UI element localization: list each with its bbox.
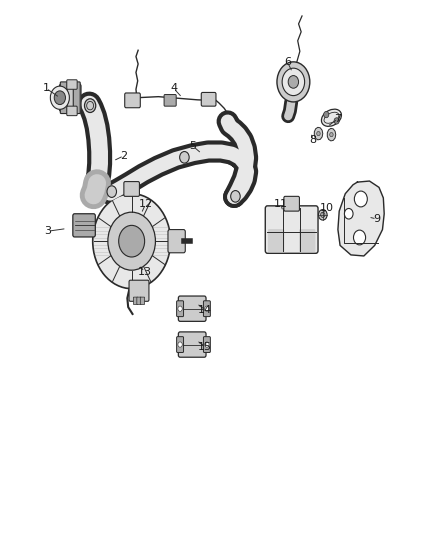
- Text: 15: 15: [198, 342, 212, 352]
- Text: 5: 5: [190, 141, 197, 151]
- FancyBboxPatch shape: [129, 280, 149, 301]
- Circle shape: [344, 208, 353, 219]
- FancyBboxPatch shape: [203, 301, 210, 317]
- FancyBboxPatch shape: [73, 82, 80, 114]
- Circle shape: [324, 111, 329, 118]
- FancyBboxPatch shape: [67, 80, 77, 90]
- FancyBboxPatch shape: [203, 337, 210, 352]
- FancyBboxPatch shape: [73, 214, 95, 237]
- Circle shape: [85, 99, 96, 112]
- Circle shape: [317, 132, 320, 136]
- FancyBboxPatch shape: [125, 93, 140, 108]
- Text: 9: 9: [373, 214, 381, 224]
- Circle shape: [353, 230, 366, 245]
- Text: 10: 10: [320, 204, 334, 214]
- Circle shape: [354, 191, 367, 207]
- FancyBboxPatch shape: [67, 106, 77, 116]
- Polygon shape: [327, 128, 336, 141]
- FancyBboxPatch shape: [60, 84, 81, 111]
- Text: 6: 6: [284, 57, 291, 67]
- Text: 1: 1: [42, 83, 49, 93]
- Circle shape: [50, 86, 69, 109]
- FancyBboxPatch shape: [265, 206, 318, 253]
- Circle shape: [282, 68, 304, 95]
- FancyBboxPatch shape: [137, 297, 141, 304]
- Text: 8: 8: [310, 135, 317, 145]
- FancyBboxPatch shape: [268, 229, 284, 252]
- Circle shape: [205, 306, 209, 311]
- Polygon shape: [338, 181, 384, 256]
- Circle shape: [180, 151, 189, 163]
- FancyBboxPatch shape: [164, 94, 176, 106]
- Text: 12: 12: [138, 199, 152, 209]
- Circle shape: [231, 191, 240, 202]
- FancyBboxPatch shape: [284, 196, 300, 211]
- FancyBboxPatch shape: [201, 92, 216, 106]
- Text: 2: 2: [120, 151, 127, 161]
- FancyBboxPatch shape: [299, 229, 315, 252]
- FancyBboxPatch shape: [178, 296, 206, 321]
- FancyBboxPatch shape: [124, 182, 139, 196]
- Text: 3: 3: [45, 226, 52, 236]
- FancyBboxPatch shape: [168, 230, 185, 253]
- Text: 13: 13: [138, 267, 152, 277]
- Circle shape: [318, 209, 327, 220]
- Circle shape: [277, 62, 310, 102]
- Circle shape: [119, 225, 145, 257]
- Circle shape: [205, 342, 209, 347]
- Text: 4: 4: [170, 83, 177, 93]
- Polygon shape: [314, 127, 323, 140]
- FancyBboxPatch shape: [177, 301, 184, 317]
- FancyBboxPatch shape: [60, 82, 67, 114]
- Text: 11: 11: [274, 199, 288, 209]
- Circle shape: [108, 212, 155, 270]
- Circle shape: [178, 306, 182, 311]
- FancyBboxPatch shape: [178, 332, 206, 357]
- Circle shape: [93, 193, 170, 289]
- Circle shape: [178, 342, 182, 347]
- FancyBboxPatch shape: [140, 297, 145, 304]
- FancyBboxPatch shape: [177, 337, 184, 352]
- Circle shape: [321, 212, 325, 217]
- Text: 14: 14: [198, 305, 212, 315]
- Circle shape: [54, 91, 66, 104]
- FancyBboxPatch shape: [134, 297, 138, 304]
- Circle shape: [288, 76, 299, 88]
- Circle shape: [107, 186, 117, 197]
- Circle shape: [330, 133, 333, 137]
- Text: 7: 7: [334, 114, 342, 124]
- Ellipse shape: [321, 109, 342, 126]
- Circle shape: [334, 118, 339, 124]
